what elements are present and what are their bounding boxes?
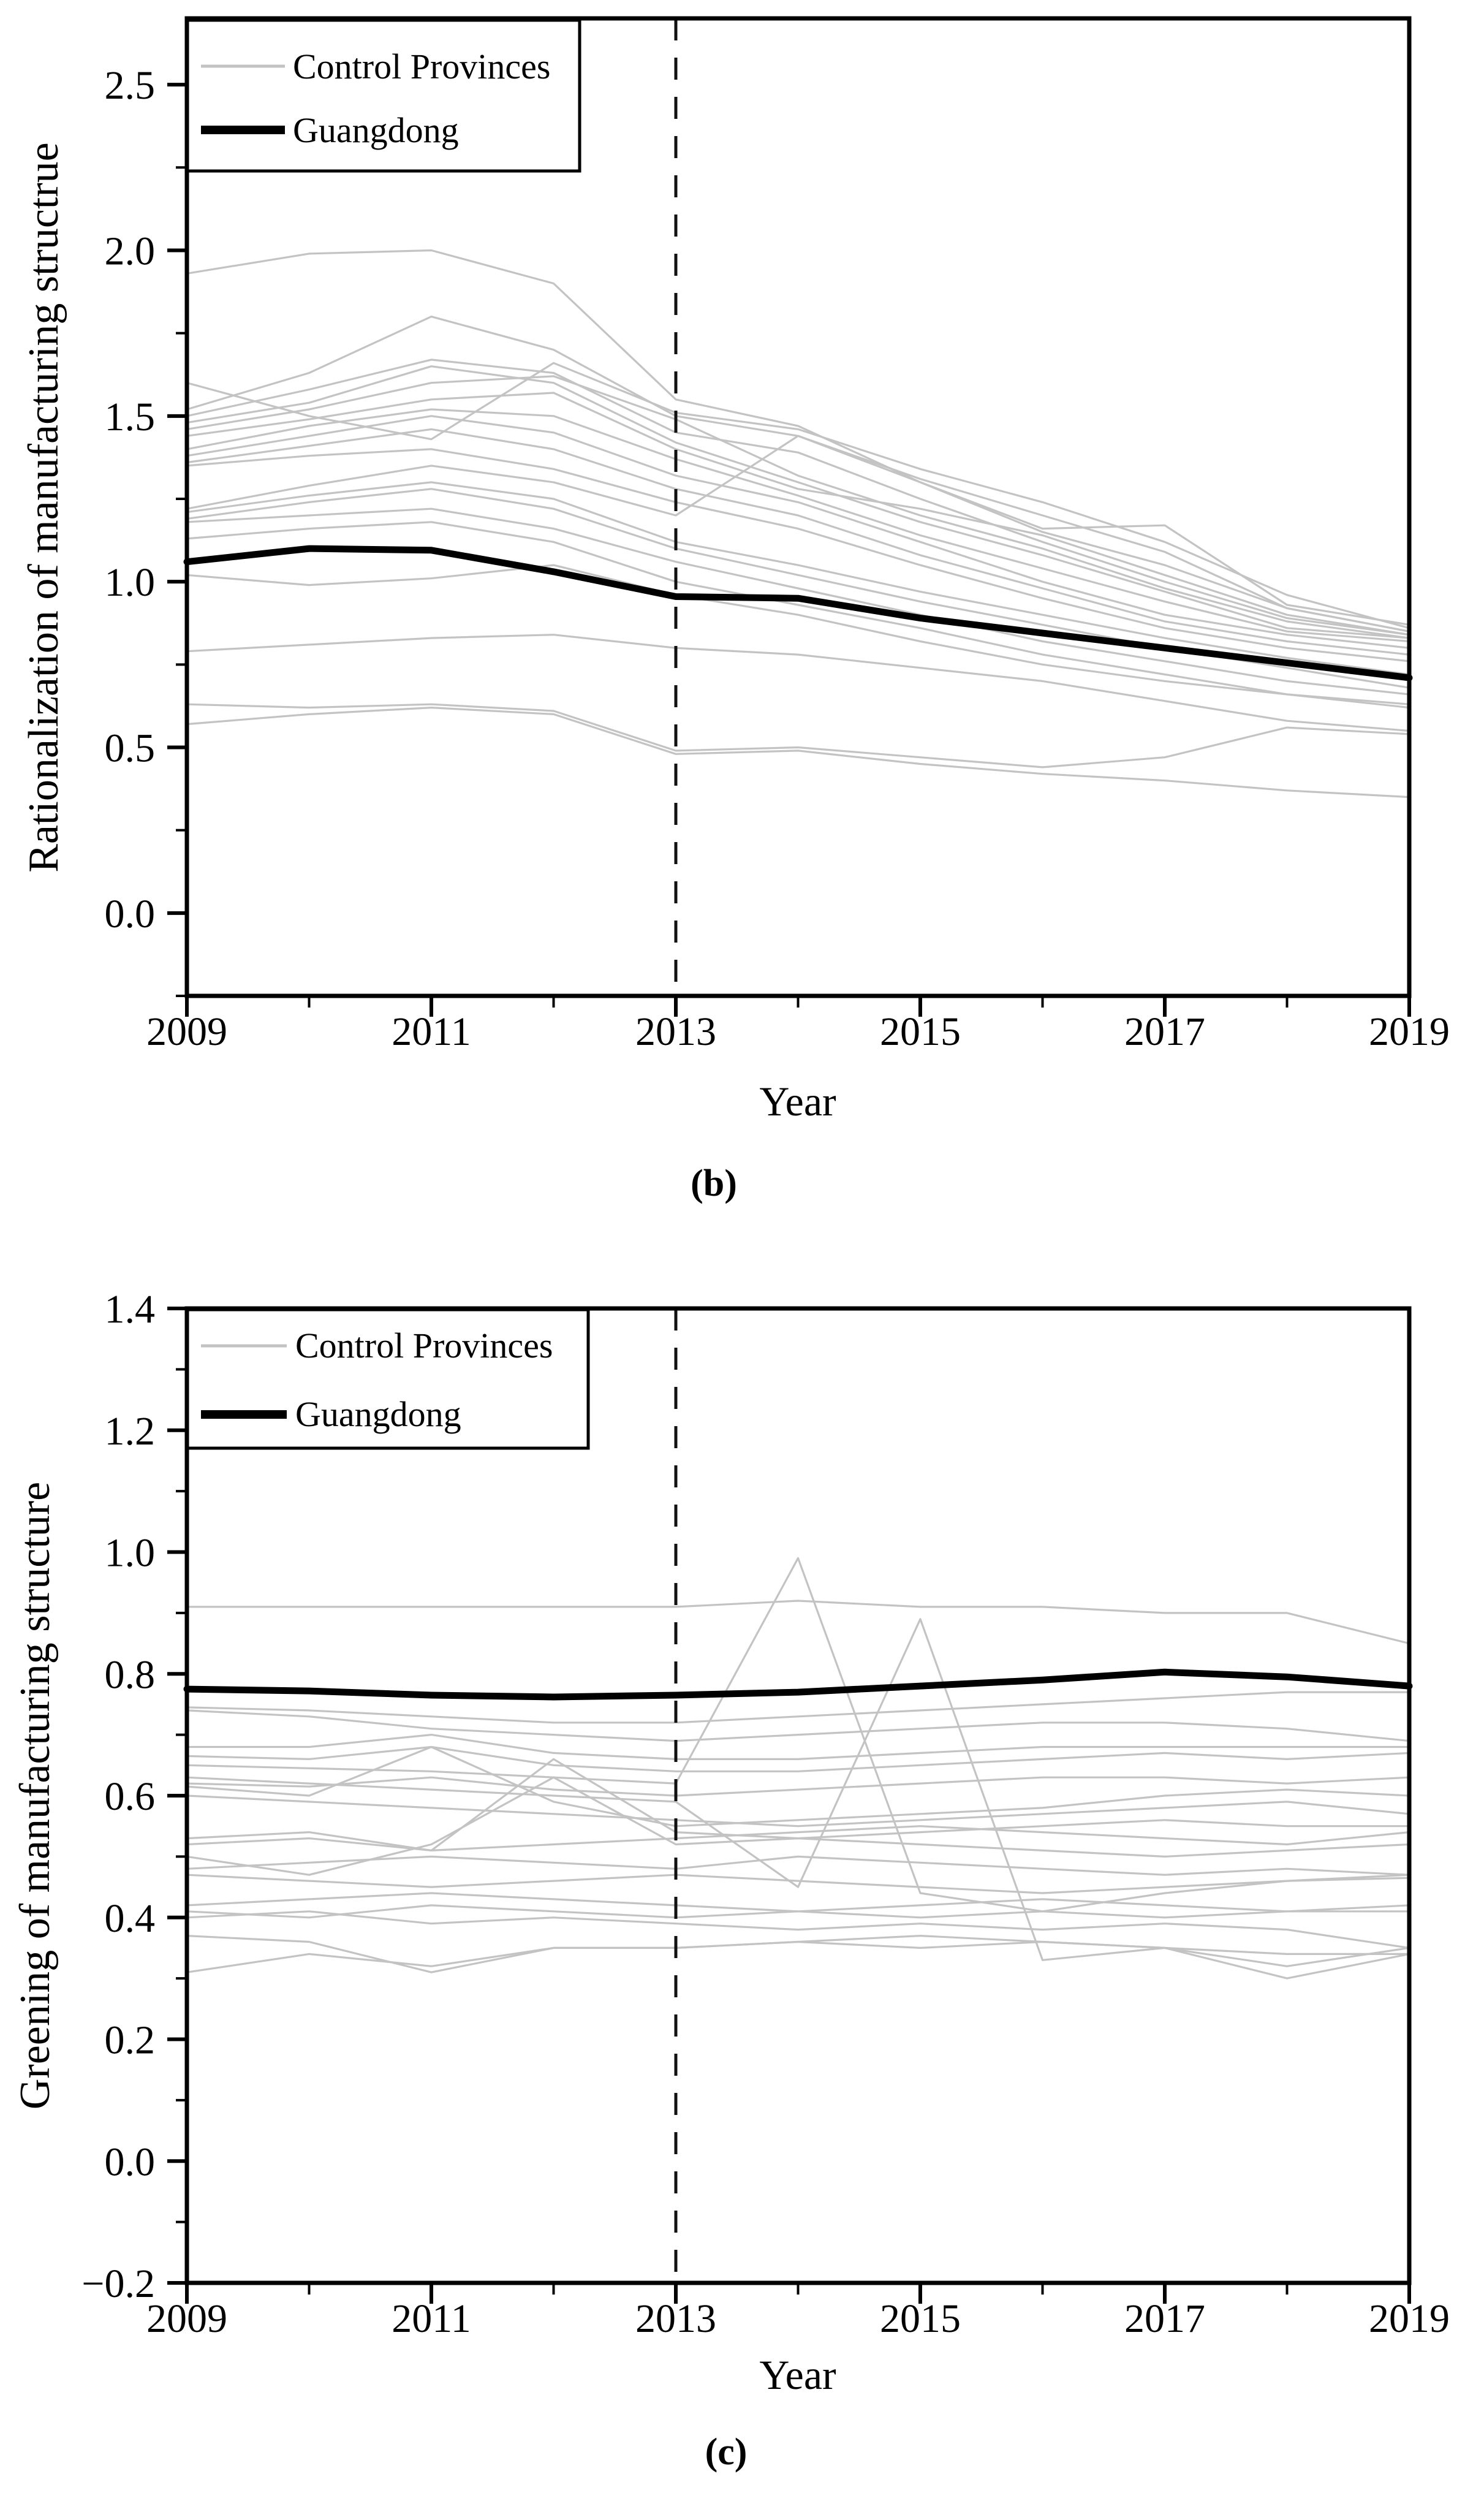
y-tick-label: 1.0 bbox=[105, 560, 156, 605]
panel-b-legend-label-control-provinces: Control Provinces bbox=[293, 47, 551, 86]
y-tick-label: 0.0 bbox=[105, 2139, 156, 2184]
y-tick-label: 0.2 bbox=[105, 2018, 156, 2063]
x-tick-label: 2011 bbox=[392, 2296, 471, 2341]
control-province-line bbox=[186, 1734, 1410, 1760]
control-province-line bbox=[186, 362, 1410, 629]
x-tick-label: 2009 bbox=[146, 2296, 227, 2341]
control-province-line bbox=[186, 365, 1410, 639]
control-province-line bbox=[186, 1618, 1410, 1967]
panel-c-x-axis-title: Year bbox=[759, 2352, 836, 2398]
control-province-line bbox=[186, 564, 1410, 709]
y-tick-label: 1.2 bbox=[105, 1409, 156, 1454]
control-province-line bbox=[186, 1709, 1410, 1742]
control-province-line bbox=[186, 315, 1410, 632]
control-province-line bbox=[186, 1776, 1410, 1876]
x-tick-label: 2013 bbox=[635, 1009, 716, 1054]
control-province-line bbox=[186, 481, 1410, 676]
x-tick-label: 2015 bbox=[880, 2296, 961, 2341]
control-province-line bbox=[186, 375, 1410, 639]
control-province-line bbox=[186, 1904, 1410, 1919]
x-tick-label: 2019 bbox=[1369, 1009, 1450, 1054]
axis-frame bbox=[184, 1306, 1412, 2285]
control-province-line bbox=[186, 1910, 1410, 1949]
y-tick-label: 1.0 bbox=[105, 1531, 156, 1576]
y-tick-label: 0.0 bbox=[105, 892, 156, 936]
control-province-line bbox=[186, 1892, 1410, 1913]
panel-c-y-axis-title: Greening of manufacturing structure bbox=[12, 1481, 59, 2110]
y-tick-label: 1.4 bbox=[105, 1287, 156, 1332]
control-province-line bbox=[186, 1776, 1410, 1797]
control-province-line bbox=[186, 1745, 1410, 1772]
control-province-line bbox=[186, 1745, 1410, 1828]
x-tick-label: 2019 bbox=[1369, 2296, 1450, 2341]
legend-box bbox=[186, 1308, 590, 1450]
y-tick-label: −0.2 bbox=[81, 2261, 155, 2306]
control-province-line bbox=[186, 1940, 1410, 1980]
guangdong-line bbox=[183, 545, 1413, 681]
control-province-line bbox=[186, 249, 1410, 626]
control-province-line bbox=[186, 448, 1410, 662]
x-tick-label: 2017 bbox=[1124, 1009, 1205, 1054]
x-tick-label: 2009 bbox=[146, 1009, 227, 1054]
control-province-line bbox=[186, 1873, 1410, 1894]
panel-c-legend-label-guangdong: Guangdong bbox=[295, 1394, 461, 1434]
control-province-line bbox=[186, 1600, 1410, 1645]
control-province-line bbox=[186, 415, 1410, 649]
x-tick-label: 2015 bbox=[880, 1009, 961, 1054]
control-province-line bbox=[186, 408, 1410, 643]
panel-c-legend-label-control-provinces: Control Provinces bbox=[295, 1326, 553, 1365]
panel-b-caption: (b) bbox=[691, 1163, 737, 1204]
control-province-line bbox=[186, 521, 1410, 705]
control-province-line bbox=[186, 428, 1410, 656]
x-tick-label: 2011 bbox=[392, 1009, 471, 1054]
control-province-line bbox=[186, 1557, 1410, 1913]
panel-b-y-axis-title: Rationalization of manufacturing structr… bbox=[20, 142, 67, 873]
y-tick-label: 1.5 bbox=[105, 395, 156, 439]
control-province-line bbox=[186, 507, 1410, 696]
control-province-line bbox=[186, 1855, 1410, 1876]
panel-b-x-axis-title: Year bbox=[759, 1078, 836, 1125]
y-tick-label: 0.8 bbox=[105, 1652, 156, 1697]
control-province-line bbox=[186, 392, 1410, 636]
control-province-line bbox=[186, 1825, 1410, 1851]
control-province-line bbox=[186, 359, 1410, 636]
x-tick-label: 2013 bbox=[635, 2296, 716, 2341]
y-tick-label: 0.6 bbox=[105, 1774, 156, 1819]
y-tick-label: 2.0 bbox=[105, 229, 156, 273]
guangdong-line bbox=[183, 1668, 1413, 1701]
y-tick-label: 2.5 bbox=[105, 63, 156, 108]
panel-c-caption: (c) bbox=[705, 2431, 748, 2473]
y-tick-label: 0.4 bbox=[105, 1896, 156, 1941]
control-province-line bbox=[186, 634, 1410, 732]
control-province-line bbox=[186, 706, 1410, 799]
control-province-line bbox=[186, 1794, 1410, 1828]
control-province-line bbox=[186, 435, 1410, 632]
legend-box bbox=[186, 18, 581, 173]
y-tick-label: 0.5 bbox=[105, 726, 156, 770]
control-province-line bbox=[186, 703, 1410, 769]
x-tick-label: 2017 bbox=[1124, 2296, 1205, 2341]
control-province-line bbox=[186, 1691, 1410, 1724]
panel-b-legend-label-guangdong: Guangdong bbox=[293, 110, 459, 150]
